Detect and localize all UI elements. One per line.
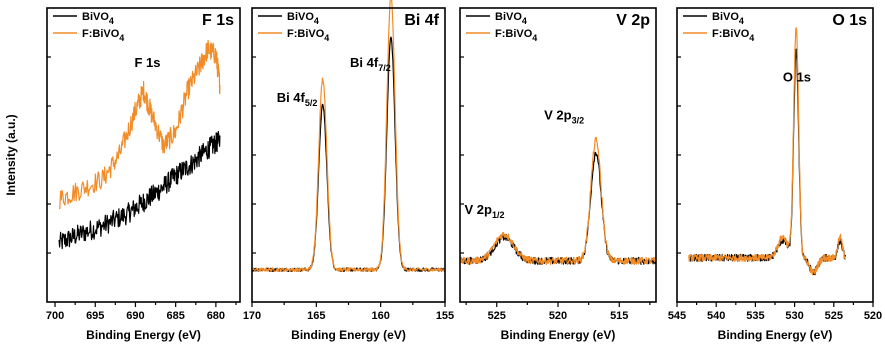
legend-entry-subscript: 4 xyxy=(522,16,527,26)
series-line-bivo4 xyxy=(688,48,847,276)
peak-annotation: Bi 4f5/2 xyxy=(277,90,318,108)
legend-entry-subscript: 4 xyxy=(324,33,329,43)
legend-entry-main: BiVO xyxy=(287,11,314,23)
legend-entry-main: F:BiVO xyxy=(82,28,120,40)
legend-entry-main: BiVO xyxy=(712,11,739,23)
legend-entry-subscript: 4 xyxy=(314,16,319,26)
x-tick-label: 540 xyxy=(707,310,725,322)
legend-entry: F:BiVO4 xyxy=(495,28,537,43)
legend-entry-main: BiVO xyxy=(495,11,522,23)
x-tick-label: 530 xyxy=(785,310,803,322)
legend-entry: F:BiVO4 xyxy=(712,28,754,43)
peak-annotation-subscript: 3/2 xyxy=(572,116,585,126)
x-tick-label: 685 xyxy=(166,310,184,322)
x-axis-label: Binding Energy (eV) xyxy=(291,328,406,342)
panel-4: 545 540 535 530 525 520 Binding Energy (eV) O 1… xyxy=(668,7,882,342)
legend-entry-main: F:BiVO xyxy=(712,28,750,40)
x-tick-label: 165 xyxy=(307,310,325,322)
x-axis-label: Binding Energy (eV) xyxy=(501,328,616,342)
legend-entry: F:BiVO4 xyxy=(287,28,329,43)
peak-annotation: O 1s xyxy=(783,70,811,85)
panel-title: F 1s xyxy=(202,12,234,29)
peak-annotation-subscript: 7/2 xyxy=(378,63,391,73)
x-tick-label: 520 xyxy=(549,310,567,322)
x-axis-label: Binding Energy (eV) xyxy=(718,328,833,342)
peak-annotation: Bi 4f7/2 xyxy=(350,55,391,73)
x-tick-label: 170 xyxy=(243,310,261,322)
legend-entry-subscript: 4 xyxy=(109,16,114,26)
peak-annotation-main: O 1s xyxy=(783,70,811,85)
x-tick-label: 160 xyxy=(371,310,389,322)
x-tick-label: 525 xyxy=(488,310,506,322)
x-axis-label: Binding Energy (eV) xyxy=(86,328,201,342)
legend-entry-subscript: 4 xyxy=(119,33,124,43)
legend-entry-main: BiVO xyxy=(82,11,109,23)
peak-annotation: F 1s xyxy=(135,55,161,70)
x-tick-label: 680 xyxy=(207,310,225,322)
panel-2: 170 165 160 155 Binding Energy (eV) Bi 4f BiVO… xyxy=(243,0,454,342)
x-tick-label: 525 xyxy=(825,310,843,322)
legend-entry: BiVO4 xyxy=(712,11,744,26)
legend-entry: F:BiVO4 xyxy=(82,28,124,43)
panel-1: 700 695 690 685 680 Binding Energy (eV) F 1s Bi… xyxy=(46,7,241,342)
series-line-bivo4 xyxy=(251,36,446,272)
panel-title: O 1s xyxy=(832,12,867,29)
legend-entry: BiVO4 xyxy=(82,11,114,26)
plot-frame xyxy=(251,7,446,303)
peak-annotation-subscript: 5/2 xyxy=(305,98,318,108)
panel-title: Bi 4f xyxy=(404,12,439,29)
legend-entry-subscript: 4 xyxy=(749,33,754,43)
panel-title: V 2p xyxy=(616,12,650,29)
series-line-bivo4 xyxy=(58,130,221,250)
legend-entry: BiVO4 xyxy=(495,11,527,26)
x-tick-label: 695 xyxy=(86,310,104,322)
peak-annotation-main: Bi 4f xyxy=(350,55,379,70)
x-tick-label: 520 xyxy=(864,310,882,322)
legend-entry-main: F:BiVO xyxy=(495,28,533,40)
x-tick-label: 535 xyxy=(746,310,764,322)
series-line-f-bivo4 xyxy=(688,27,846,276)
x-tick-label: 515 xyxy=(610,310,628,322)
peak-annotation-main: F 1s xyxy=(135,55,161,70)
legend-entry-subscript: 4 xyxy=(532,33,537,43)
peak-annotation-main: Bi 4f xyxy=(277,90,306,105)
peak-annotation-main: V 2p xyxy=(465,202,493,217)
x-tick-label: 545 xyxy=(668,310,686,322)
peak-annotation: V 2p3/2 xyxy=(544,108,584,126)
series-line-f-bivo4 xyxy=(251,0,446,272)
peak-annotation-main: V 2p xyxy=(544,108,572,123)
legend-entry: BiVO4 xyxy=(287,11,319,26)
legend-entry-main: F:BiVO xyxy=(287,28,325,40)
legend-entry-subscript: 4 xyxy=(739,16,744,26)
series-line-f-bivo4 xyxy=(459,136,657,265)
series-line-f-bivo4 xyxy=(58,39,221,210)
x-tick-label: 700 xyxy=(46,310,64,322)
x-tick-label: 155 xyxy=(436,310,454,322)
peak-annotation-subscript: 1/2 xyxy=(492,210,505,220)
x-tick-label: 690 xyxy=(126,310,144,322)
peak-annotation: V 2p1/2 xyxy=(465,202,505,220)
y-axis-label: Intensity (a.u.) xyxy=(4,114,18,195)
